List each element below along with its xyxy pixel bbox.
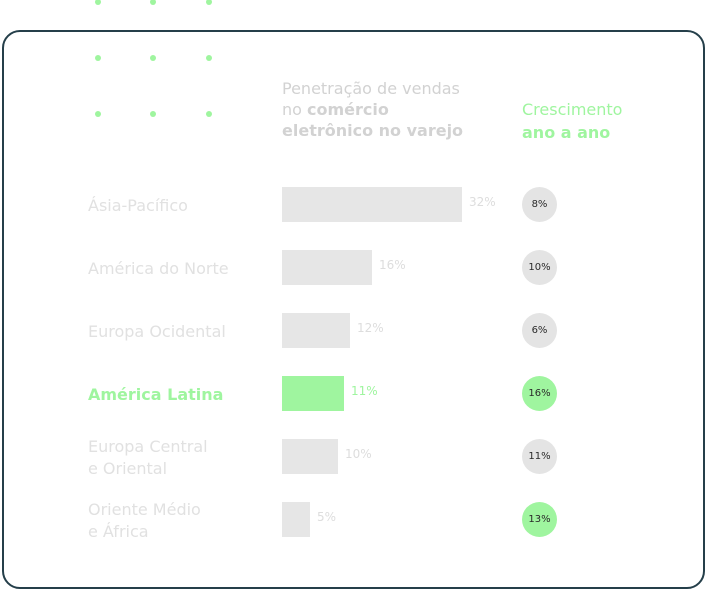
growth-badge: 8% [522, 187, 557, 222]
penetration-bar [282, 187, 462, 222]
category-label-line: América Latina [88, 385, 224, 404]
growth-badge: 16% [522, 376, 557, 411]
penetration-bar [282, 250, 372, 285]
penetration-value-label: 11% [351, 384, 378, 398]
penetration-column-header: Penetração de vendas no comércio eletrôn… [282, 78, 482, 141]
decorative-dot-grid [90, 0, 220, 122]
penetration-value-label: 5% [317, 510, 337, 524]
growth-badge: 11% [522, 439, 557, 474]
penetration-value-label: 12% [357, 321, 384, 335]
category-label-line: Europa Central [88, 437, 208, 456]
penetration-header-bold: comércio eletrônico no varejo [282, 100, 464, 140]
category-label: América Latina [88, 384, 223, 406]
category-label: Europa Central e Oriental [88, 436, 208, 480]
penetration-bar [282, 502, 310, 537]
decorative-dot [95, 0, 101, 5]
growth-badge: 6% [522, 313, 557, 348]
category-label-line: América do Norte [88, 259, 229, 278]
decorative-dot [150, 55, 156, 61]
category-label-line: e África [88, 522, 149, 541]
decorative-dot [206, 0, 212, 5]
growth-header-prefix: Crescimento [522, 100, 623, 119]
category-label: Ásia-Pacífico [88, 195, 188, 217]
growth-badge: 13% [522, 502, 557, 537]
category-label-line: Oriente Médio [88, 500, 201, 519]
penetration-value-label: 32% [469, 195, 496, 209]
decorative-dot [95, 111, 101, 117]
category-label: Europa Ocidental [88, 321, 226, 343]
decorative-dot [206, 55, 212, 61]
category-label: América do Norte [88, 258, 229, 280]
decorative-dot [206, 111, 212, 117]
category-label-line: e Oriental [88, 459, 168, 478]
chart-card [2, 30, 705, 589]
penetration-bar [282, 313, 350, 348]
penetration-bar [282, 439, 338, 474]
growth-badge: 10% [522, 250, 557, 285]
penetration-header-prefix: Penetração de vendas no [282, 79, 460, 119]
growth-column-header: Crescimento ano a ano [522, 98, 672, 144]
decorative-dot [95, 55, 101, 61]
category-label: Oriente Médio e África [88, 499, 201, 543]
penetration-value-label: 16% [379, 258, 406, 272]
decorative-dot [150, 0, 156, 5]
category-label-line: Europa Ocidental [88, 322, 226, 341]
penetration-value-label: 10% [345, 447, 372, 461]
growth-header-bold: ano a ano [522, 123, 611, 142]
penetration-bar [282, 376, 344, 411]
decorative-dot [150, 111, 156, 117]
category-label-line: Ásia-Pacífico [88, 196, 188, 215]
